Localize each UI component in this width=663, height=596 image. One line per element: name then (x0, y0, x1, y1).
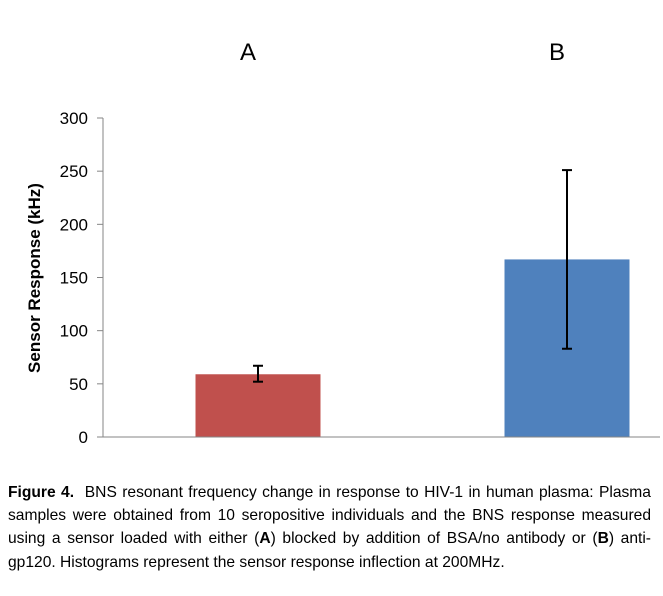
category-label-a: A (240, 39, 256, 66)
caption-text-1: BNS resonant frequency change in respons… (8, 484, 651, 548)
figure-caption: Figure 4. BNS resonant frequency change … (8, 481, 651, 574)
y-axis-label: Sensor Response (kHz) (25, 183, 44, 373)
y-tick-label: 0 (79, 428, 88, 447)
y-tick-label: 200 (60, 215, 88, 234)
caption-marker-b: B (597, 530, 609, 548)
y-tick-label: 50 (69, 375, 88, 394)
error-bars (253, 169, 572, 383)
caption-marker-a: A (259, 530, 271, 548)
error-bar-b (562, 169, 572, 350)
bar-a (195, 374, 321, 437)
y-tick-label: 300 (60, 109, 88, 128)
y-axis-ticks: 0 50 100 150 200 250 300 (60, 109, 103, 447)
error-bar-a (253, 364, 263, 383)
y-tick-label: 250 (60, 162, 88, 181)
caption-text-3: ) anti-gp120. Histograms represent the s… (8, 530, 652, 571)
y-tick-label: 100 (60, 322, 88, 341)
category-label-b: B (549, 39, 565, 66)
bar-chart: Sensor Response (kHz) 0 50 100 150 200 250 300… (25, 39, 660, 447)
caption-text-2: ) blocked by addition of BSA/no antibody… (270, 530, 598, 548)
caption-label: Figure 4. (8, 484, 75, 501)
y-tick-label: 150 (60, 269, 88, 288)
